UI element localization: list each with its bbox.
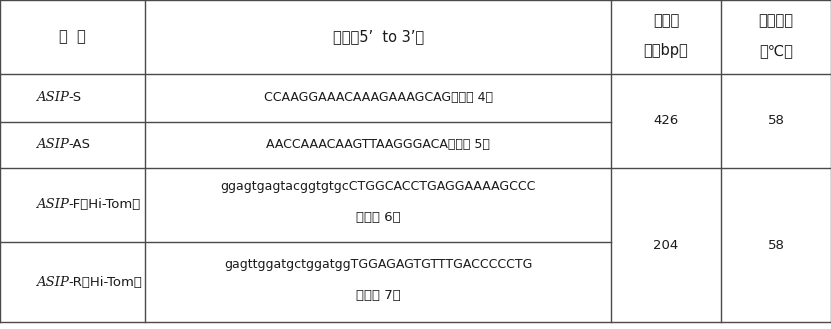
Text: ASIP: ASIP [36, 91, 68, 104]
Text: CCAAGGAAACAAAGAAAGCAG（序列 4）: CCAAGGAAACAAAGAAAGCAG（序列 4） [263, 91, 493, 104]
Text: -R（Hi-Tom）: -R（Hi-Tom） [68, 276, 142, 289]
Text: （序列 7）: （序列 7） [356, 289, 401, 302]
Text: 204: 204 [653, 239, 679, 252]
Text: ASIP: ASIP [36, 276, 68, 289]
Text: 序列（5’  to 3’）: 序列（5’ to 3’） [332, 30, 424, 44]
Text: ASIP: ASIP [36, 198, 68, 211]
Text: ggagtgagtacggtgtgcCTGGCACCTGAGGAAAAGCCC: ggagtgagtacggtgtgcCTGGCACCTGAGGAAAAGCCC [220, 180, 536, 193]
Text: 扩增片: 扩增片 [653, 13, 679, 28]
Text: AACCAAACAAGTTAAGGGACA（序列 5）: AACCAAACAAGTTAAGGGACA（序列 5） [266, 138, 490, 151]
Text: （序列 6）: （序列 6） [356, 212, 401, 224]
Text: -S: -S [68, 91, 81, 104]
Text: 引  物: 引 物 [59, 30, 86, 44]
Text: 退火温度: 退火温度 [759, 13, 794, 28]
Text: 段（bp）: 段（bp） [644, 43, 688, 58]
Text: 426: 426 [653, 114, 679, 127]
Text: gagttggatgctggatggTGGAGAGTGTTTGACCCCCTG: gagttggatgctggatggTGGAGAGTGTTTGACCCCCTG [224, 258, 533, 270]
Text: ASIP: ASIP [36, 138, 68, 151]
Text: 58: 58 [768, 239, 784, 252]
Text: 58: 58 [768, 114, 784, 127]
Text: -F（Hi-Tom）: -F（Hi-Tom） [68, 198, 140, 211]
Text: -AS: -AS [68, 138, 91, 151]
Text: （℃）: （℃） [760, 43, 793, 58]
